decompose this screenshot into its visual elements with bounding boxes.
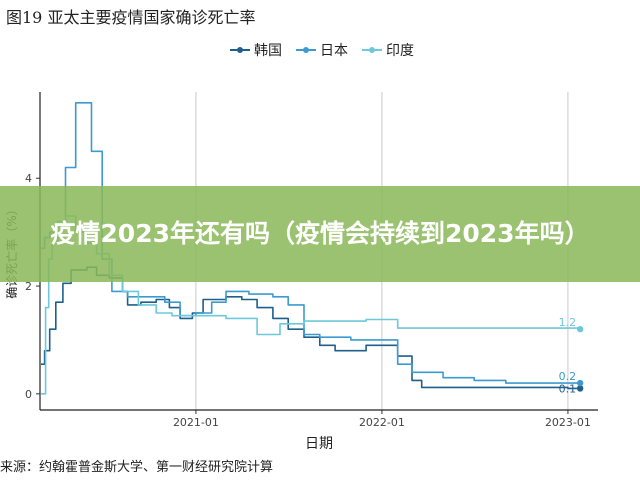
y-tick-label: 0 xyxy=(25,388,32,401)
legend-label-japan: 日本 xyxy=(320,43,348,59)
legend-label-india: 印度 xyxy=(386,43,414,59)
legend-item-japan: 日本 xyxy=(296,40,348,60)
series-end-label-korea: 0.1 xyxy=(559,382,577,395)
x-tick-label: 2022-01 xyxy=(359,416,405,429)
source-note: 来源：约翰霍普金斯大学、第一财经研究院计算 xyxy=(0,460,274,475)
x-tick-label: 2021-01 xyxy=(173,416,219,429)
series-end-point-japan xyxy=(576,379,584,387)
x-axis-label: 日期 xyxy=(305,436,333,452)
x-tick-label: 2023-01 xyxy=(545,416,591,429)
legend-swatch-japan xyxy=(296,47,316,53)
series-end-label-japan: 0.2 xyxy=(559,370,577,383)
series-end-label-india: 1.2 xyxy=(559,316,577,329)
series-end-point-india xyxy=(576,325,584,333)
headline-banner: 疫情2023年还有吗（疫情会持续到2023年吗） xyxy=(0,186,640,282)
chart-title: 图19 亚太主要疫情国家确诊死亡率 xyxy=(6,8,256,27)
series-end-point-korea xyxy=(576,385,584,392)
legend-item-india: 印度 xyxy=(362,40,414,60)
legend-label-korea: 韩国 xyxy=(254,43,282,59)
legend-swatch-india xyxy=(362,47,382,53)
legend-item-korea: 韩国 xyxy=(230,40,282,60)
y-tick-label: 4 xyxy=(25,172,32,185)
legend-swatch-korea xyxy=(230,47,250,53)
legend: 韩国 日本 印度 xyxy=(230,40,414,60)
headline-banner-text: 疫情2023年还有吗（疫情会持续到2023年吗） xyxy=(50,219,590,248)
series-line-japan xyxy=(41,102,581,384)
y-tick-label: 2 xyxy=(25,280,32,293)
